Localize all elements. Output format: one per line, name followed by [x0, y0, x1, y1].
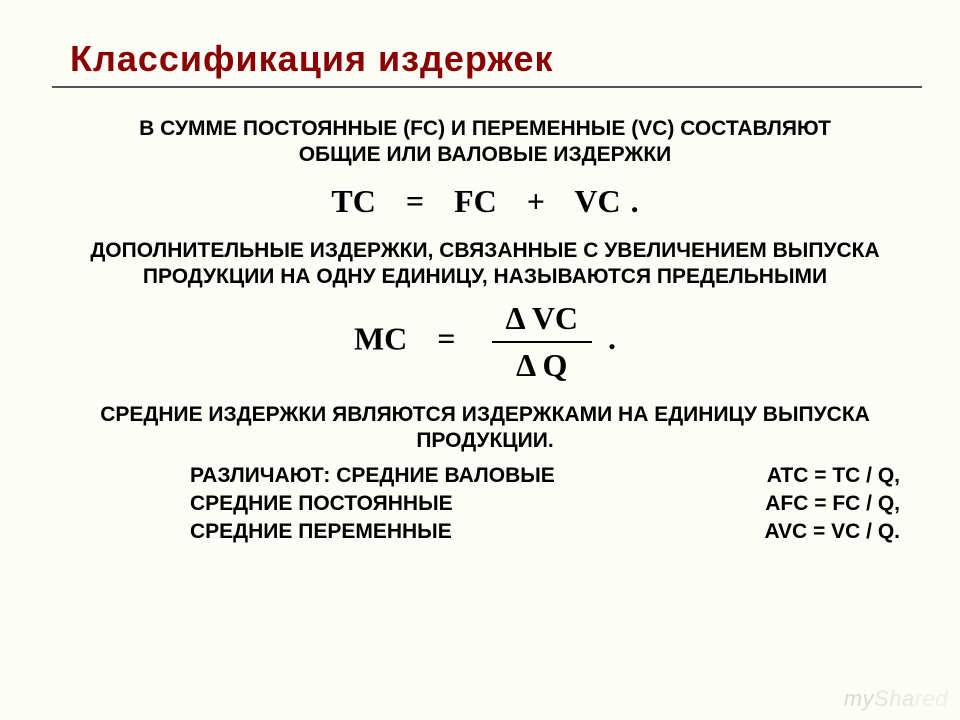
formula-marginal-cost: MC = Δ VC Δ Q .	[70, 300, 900, 384]
def-afc-label: СРЕДНИЕ ПОСТОЯННЫЕ	[190, 491, 453, 517]
mc-lhs: MC	[354, 320, 407, 356]
slide: Классификация издержек В СУММЕ ПОСТОЯННЫ…	[0, 0, 960, 720]
definition-avc: СРЕДНИЕ ПЕРЕМЕННЫЕ AVC = VC / Q.	[190, 519, 900, 545]
title-divider	[52, 86, 922, 88]
watermark-part1: my	[844, 686, 874, 711]
tc-rhs2: VC	[574, 183, 620, 219]
tc-lhs: TC	[331, 183, 375, 219]
mc-numerator: Δ VC	[492, 300, 593, 343]
definition-atc: РАЗЛИЧАЮТ: СРЕДНИЕ ВАЛОВЫЕ ATC = TC / Q,	[190, 463, 900, 489]
watermark-part3: red	[915, 686, 948, 711]
tc-plus: +	[527, 183, 545, 219]
def-avc-equation: AVC = VC / Q.	[744, 519, 900, 545]
formula-tc-inner: TC = FC + VC.	[331, 183, 638, 220]
tc-eq: =	[406, 183, 424, 219]
mc-fraction: Δ VC Δ Q	[492, 300, 593, 384]
def-atc-equation: ATC = TC / Q,	[747, 463, 900, 489]
def-afc-equation: AFC = FC / Q,	[745, 491, 900, 517]
formula-mc-inner: MC = Δ VC Δ Q .	[354, 300, 616, 384]
def-avc-label: СРЕДНИЕ ПЕРЕМЕННЫЕ	[190, 519, 452, 545]
formula-total-cost: TC = FC + VC.	[70, 183, 900, 220]
watermark-part2: Sha	[874, 686, 915, 711]
paragraph-total-cost: В СУММЕ ПОСТОЯННЫЕ (FC) И ПЕРЕМЕННЫЕ (VC…	[105, 116, 865, 169]
watermark: myShared	[844, 686, 948, 712]
paragraph-average-cost: СРЕДНИЕ ИЗДЕРЖКИ ЯВЛЯЮТСЯ ИЗДЕРЖКАМИ НА …	[75, 402, 895, 455]
def-atc-label: РАЗЛИЧАЮТ: СРЕДНИЕ ВАЛОВЫЕ	[190, 463, 555, 489]
definition-afc: СРЕДНИЕ ПОСТОЯННЫЕ AFC = FC / Q,	[190, 491, 900, 517]
tc-period: .	[631, 183, 639, 219]
mc-eq: =	[437, 320, 455, 356]
mc-period: .	[608, 320, 616, 356]
tc-rhs1: FC	[454, 183, 497, 219]
paragraph-marginal-cost: ДОПОЛНИТЕЛЬНЫЕ ИЗДЕРЖКИ, СВЯЗАННЫЕ С УВЕ…	[70, 238, 900, 291]
slide-title: Классификация издержек	[70, 38, 900, 80]
definitions-block: РАЗЛИЧАЮТ: СРЕДНИЕ ВАЛОВЫЕ ATC = TC / Q,…	[70, 463, 900, 546]
mc-denominator: Δ Q	[492, 343, 593, 384]
